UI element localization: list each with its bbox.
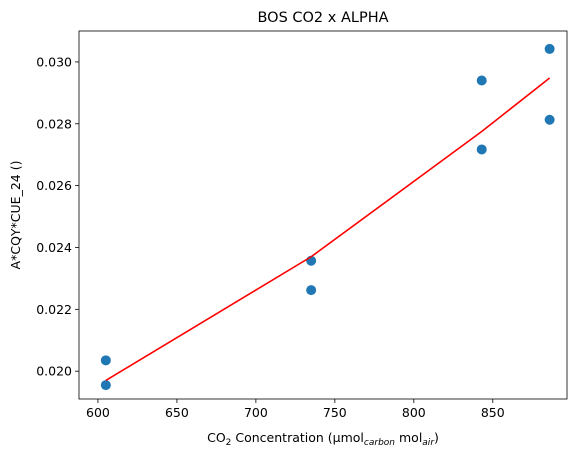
x-axis-label-sub2: carbon (364, 438, 395, 448)
y-tick-label: 0.026 (36, 178, 72, 193)
ticks: 600 650 700 750 800 850 0.020 0.022 0.024 0.026 0.… (36, 54, 505, 420)
scatter-point (476, 75, 487, 86)
y-axis-label: A*CQY*CUE_24 () (8, 161, 23, 270)
scatter-point (544, 114, 555, 125)
scatter-point (100, 380, 111, 391)
x-axis-label-suffix: ) (434, 430, 439, 445)
x-tick-label: 600 (86, 405, 110, 420)
x-axis-label-middle2: mol (395, 430, 422, 445)
x-axis-label-middle: Concentration (µmol (231, 430, 364, 445)
x-axis-label-prefix: CO (207, 430, 226, 445)
x-tick-label: 650 (165, 405, 189, 420)
y-tick-label: 0.024 (36, 240, 72, 255)
scatter-point (100, 355, 111, 366)
y-tick-label: 0.030 (36, 54, 72, 69)
chart-title: BOS CO2 x ALPHA (257, 10, 388, 26)
x-axis-label-sub3: air (422, 438, 435, 448)
x-tick-label: 850 (481, 405, 505, 420)
x-axis-label-sub1: 2 (226, 438, 232, 448)
plot-area (100, 43, 555, 391)
scatter-point (476, 144, 487, 155)
y-tick-label: 0.020 (36, 364, 72, 379)
fit-line (105, 77, 551, 382)
scatter-point (544, 43, 555, 54)
x-axis-label: CO2 Concentration (µmolcarbon molair) (207, 430, 439, 448)
y-tick-label: 0.022 (36, 302, 72, 317)
x-tick-label: 750 (323, 405, 347, 420)
axes-frame (78, 30, 568, 400)
x-tick-label: 800 (402, 405, 426, 420)
scatter-point (306, 285, 317, 296)
y-tick-label: 0.028 (36, 116, 72, 131)
x-tick-label: 700 (244, 405, 268, 420)
